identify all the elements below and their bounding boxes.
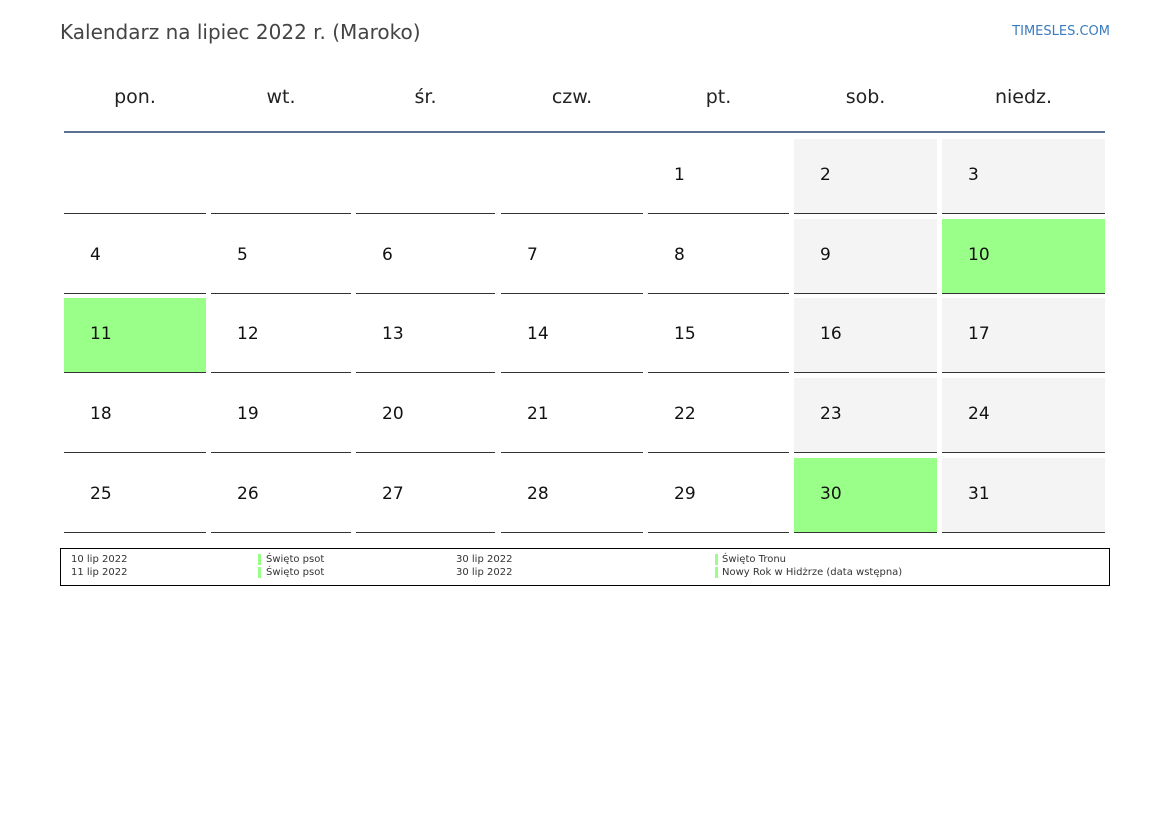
day-cell: 15 <box>648 298 789 373</box>
title: Kalendarz na lipiec 2022 r. (Maroko) <box>60 20 421 44</box>
day-cell: 28 <box>501 458 643 533</box>
day-cell: 1 <box>648 139 789 214</box>
day-number: 3 <box>968 165 979 185</box>
day-number: 23 <box>820 404 842 424</box>
weekday-label: czw. <box>551 86 593 108</box>
weekday-label: pon. <box>114 86 156 108</box>
day-cell: 31 <box>942 458 1105 533</box>
day-cell: 22 <box>648 378 789 453</box>
day-cell: 27 <box>356 458 495 533</box>
holiday-name: Święto Tronu <box>722 554 786 565</box>
day-cell: 6 <box>356 219 495 294</box>
day-cell: 7 <box>501 219 643 294</box>
day-number: 6 <box>382 245 393 265</box>
header-line <box>64 131 1105 133</box>
day-number: 20 <box>382 404 404 424</box>
day-cell: 5 <box>211 219 351 294</box>
day-cell <box>356 139 495 214</box>
holiday-date: 30 lip 2022 <box>456 554 513 565</box>
day-cell: 13 <box>356 298 495 373</box>
day-cell: 2 <box>794 139 937 214</box>
day-number: 17 <box>968 324 990 344</box>
day-cell: 14 <box>501 298 643 373</box>
day-number: 27 <box>382 484 404 504</box>
day-cell: 24 <box>942 378 1105 453</box>
weekday-label: wt. <box>266 86 296 108</box>
day-number: 26 <box>237 484 259 504</box>
day-cell: 30 <box>794 458 937 533</box>
day-cell: 9 <box>794 219 937 294</box>
day-number: 8 <box>674 245 685 265</box>
day-cell <box>501 139 643 214</box>
weekday-label: śr. <box>414 86 437 108</box>
day-cell: 17 <box>942 298 1105 373</box>
day-number: 10 <box>968 245 990 265</box>
day-number: 14 <box>527 324 549 344</box>
day-cell: 3 <box>942 139 1105 214</box>
day-number: 11 <box>90 324 112 344</box>
holiday-color <box>258 567 261 578</box>
holiday-color <box>715 554 718 565</box>
weekday-label: pt. <box>705 86 732 108</box>
holiday-date: 10 lip 2022 <box>71 554 128 565</box>
day-cell <box>211 139 351 214</box>
day-cell: 18 <box>64 378 206 453</box>
day-cell: 23 <box>794 378 937 453</box>
day-number: 4 <box>90 245 101 265</box>
holiday-legend: 10 lip 2022 Święto psot 11 lip 2022 Święto … <box>60 548 1110 586</box>
day-cell: 11 <box>64 298 206 373</box>
day-cell: 8 <box>648 219 789 294</box>
site-link[interactable]: TIMESLES.COM <box>1012 24 1110 39</box>
day-number: 5 <box>237 245 248 265</box>
holiday-date: 11 lip 2022 <box>71 567 128 578</box>
day-cell: 29 <box>648 458 789 533</box>
day-number: 1 <box>674 165 685 185</box>
day-number: 18 <box>90 404 112 424</box>
holiday-color <box>258 554 261 565</box>
day-cell: 16 <box>794 298 937 373</box>
weekday-label: niedz. <box>994 86 1053 108</box>
day-number: 29 <box>674 484 696 504</box>
holiday-name: Nowy Rok w Hidżrze (data wstępna) <box>722 567 903 578</box>
day-number: 9 <box>820 245 831 265</box>
day-cell: 19 <box>211 378 351 453</box>
day-number: 30 <box>820 484 842 504</box>
day-number: 28 <box>527 484 549 504</box>
holiday-name: Święto psot <box>266 567 325 578</box>
holiday-color <box>715 567 718 578</box>
day-cell: 12 <box>211 298 351 373</box>
day-cell: 10 <box>942 219 1105 294</box>
day-number: 16 <box>820 324 842 344</box>
day-cell: 25 <box>64 458 206 533</box>
day-cell <box>64 139 206 214</box>
day-number: 12 <box>237 324 259 344</box>
day-number: 24 <box>968 404 990 424</box>
day-cell: 21 <box>501 378 643 453</box>
weekday-label: sob. <box>845 86 886 108</box>
day-number: 31 <box>968 484 990 504</box>
holiday-name: Święto psot <box>266 554 325 565</box>
day-number: 22 <box>674 404 696 424</box>
day-cell: 20 <box>356 378 495 453</box>
day-number: 13 <box>382 324 404 344</box>
day-number: 15 <box>674 324 696 344</box>
day-cell: 26 <box>211 458 351 533</box>
holiday-date: 30 lip 2022 <box>456 567 513 578</box>
day-number: 25 <box>90 484 112 504</box>
day-number: 21 <box>527 404 549 424</box>
day-cell: 4 <box>64 219 206 294</box>
day-number: 2 <box>820 165 831 185</box>
day-number: 19 <box>237 404 259 424</box>
day-number: 7 <box>527 245 538 265</box>
